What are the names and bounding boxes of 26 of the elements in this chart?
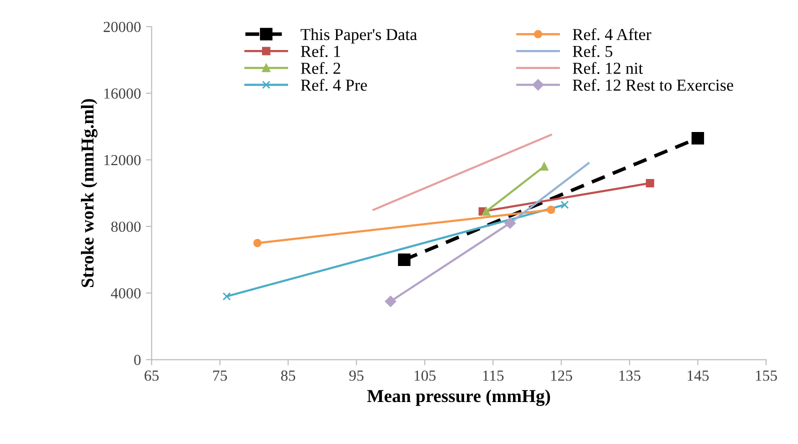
y-tick-label: 20000	[104, 22, 141, 32]
legend-label: Ref. 1	[300, 45, 340, 58]
legend-label: Ref. 12 Rest to Exercise	[572, 78, 734, 91]
x-tick-label: 65	[144, 370, 159, 381]
legend-label: Ref. 4 After	[572, 28, 652, 40]
legend-label: Ref. 2	[300, 62, 340, 74]
x-tick-label: 155	[756, 370, 777, 381]
y-tick-label: 4000	[110, 288, 141, 298]
x-tick-label: 85	[281, 370, 296, 381]
legend-label: Ref. 4 Pre	[300, 78, 367, 91]
legend-label: Ref. 12 nit	[572, 62, 643, 74]
x-axis-title: Mean pressure (mmHg)	[367, 389, 550, 406]
x-tick-label: 135	[619, 370, 640, 381]
legend-label: Ref. 5	[572, 45, 612, 58]
y-tick-label: 12000	[104, 154, 141, 166]
x-tick-label: 95	[349, 370, 364, 381]
y-axis-title: Stroke work (mmHg.ml)	[80, 99, 98, 288]
y-tick-label: 8000	[111, 222, 141, 232]
x-tick-label: 125	[551, 370, 572, 381]
y-tick-label: 0	[134, 354, 141, 366]
legend-label: This Paper's Data	[300, 28, 418, 44]
x-tick-label: 145	[688, 370, 709, 381]
y-tick-label: 16000	[104, 88, 141, 99]
x-tick-label: 105	[414, 370, 436, 381]
x-tick-label: 115	[483, 370, 504, 381]
x-tick-label: 75	[213, 370, 227, 381]
